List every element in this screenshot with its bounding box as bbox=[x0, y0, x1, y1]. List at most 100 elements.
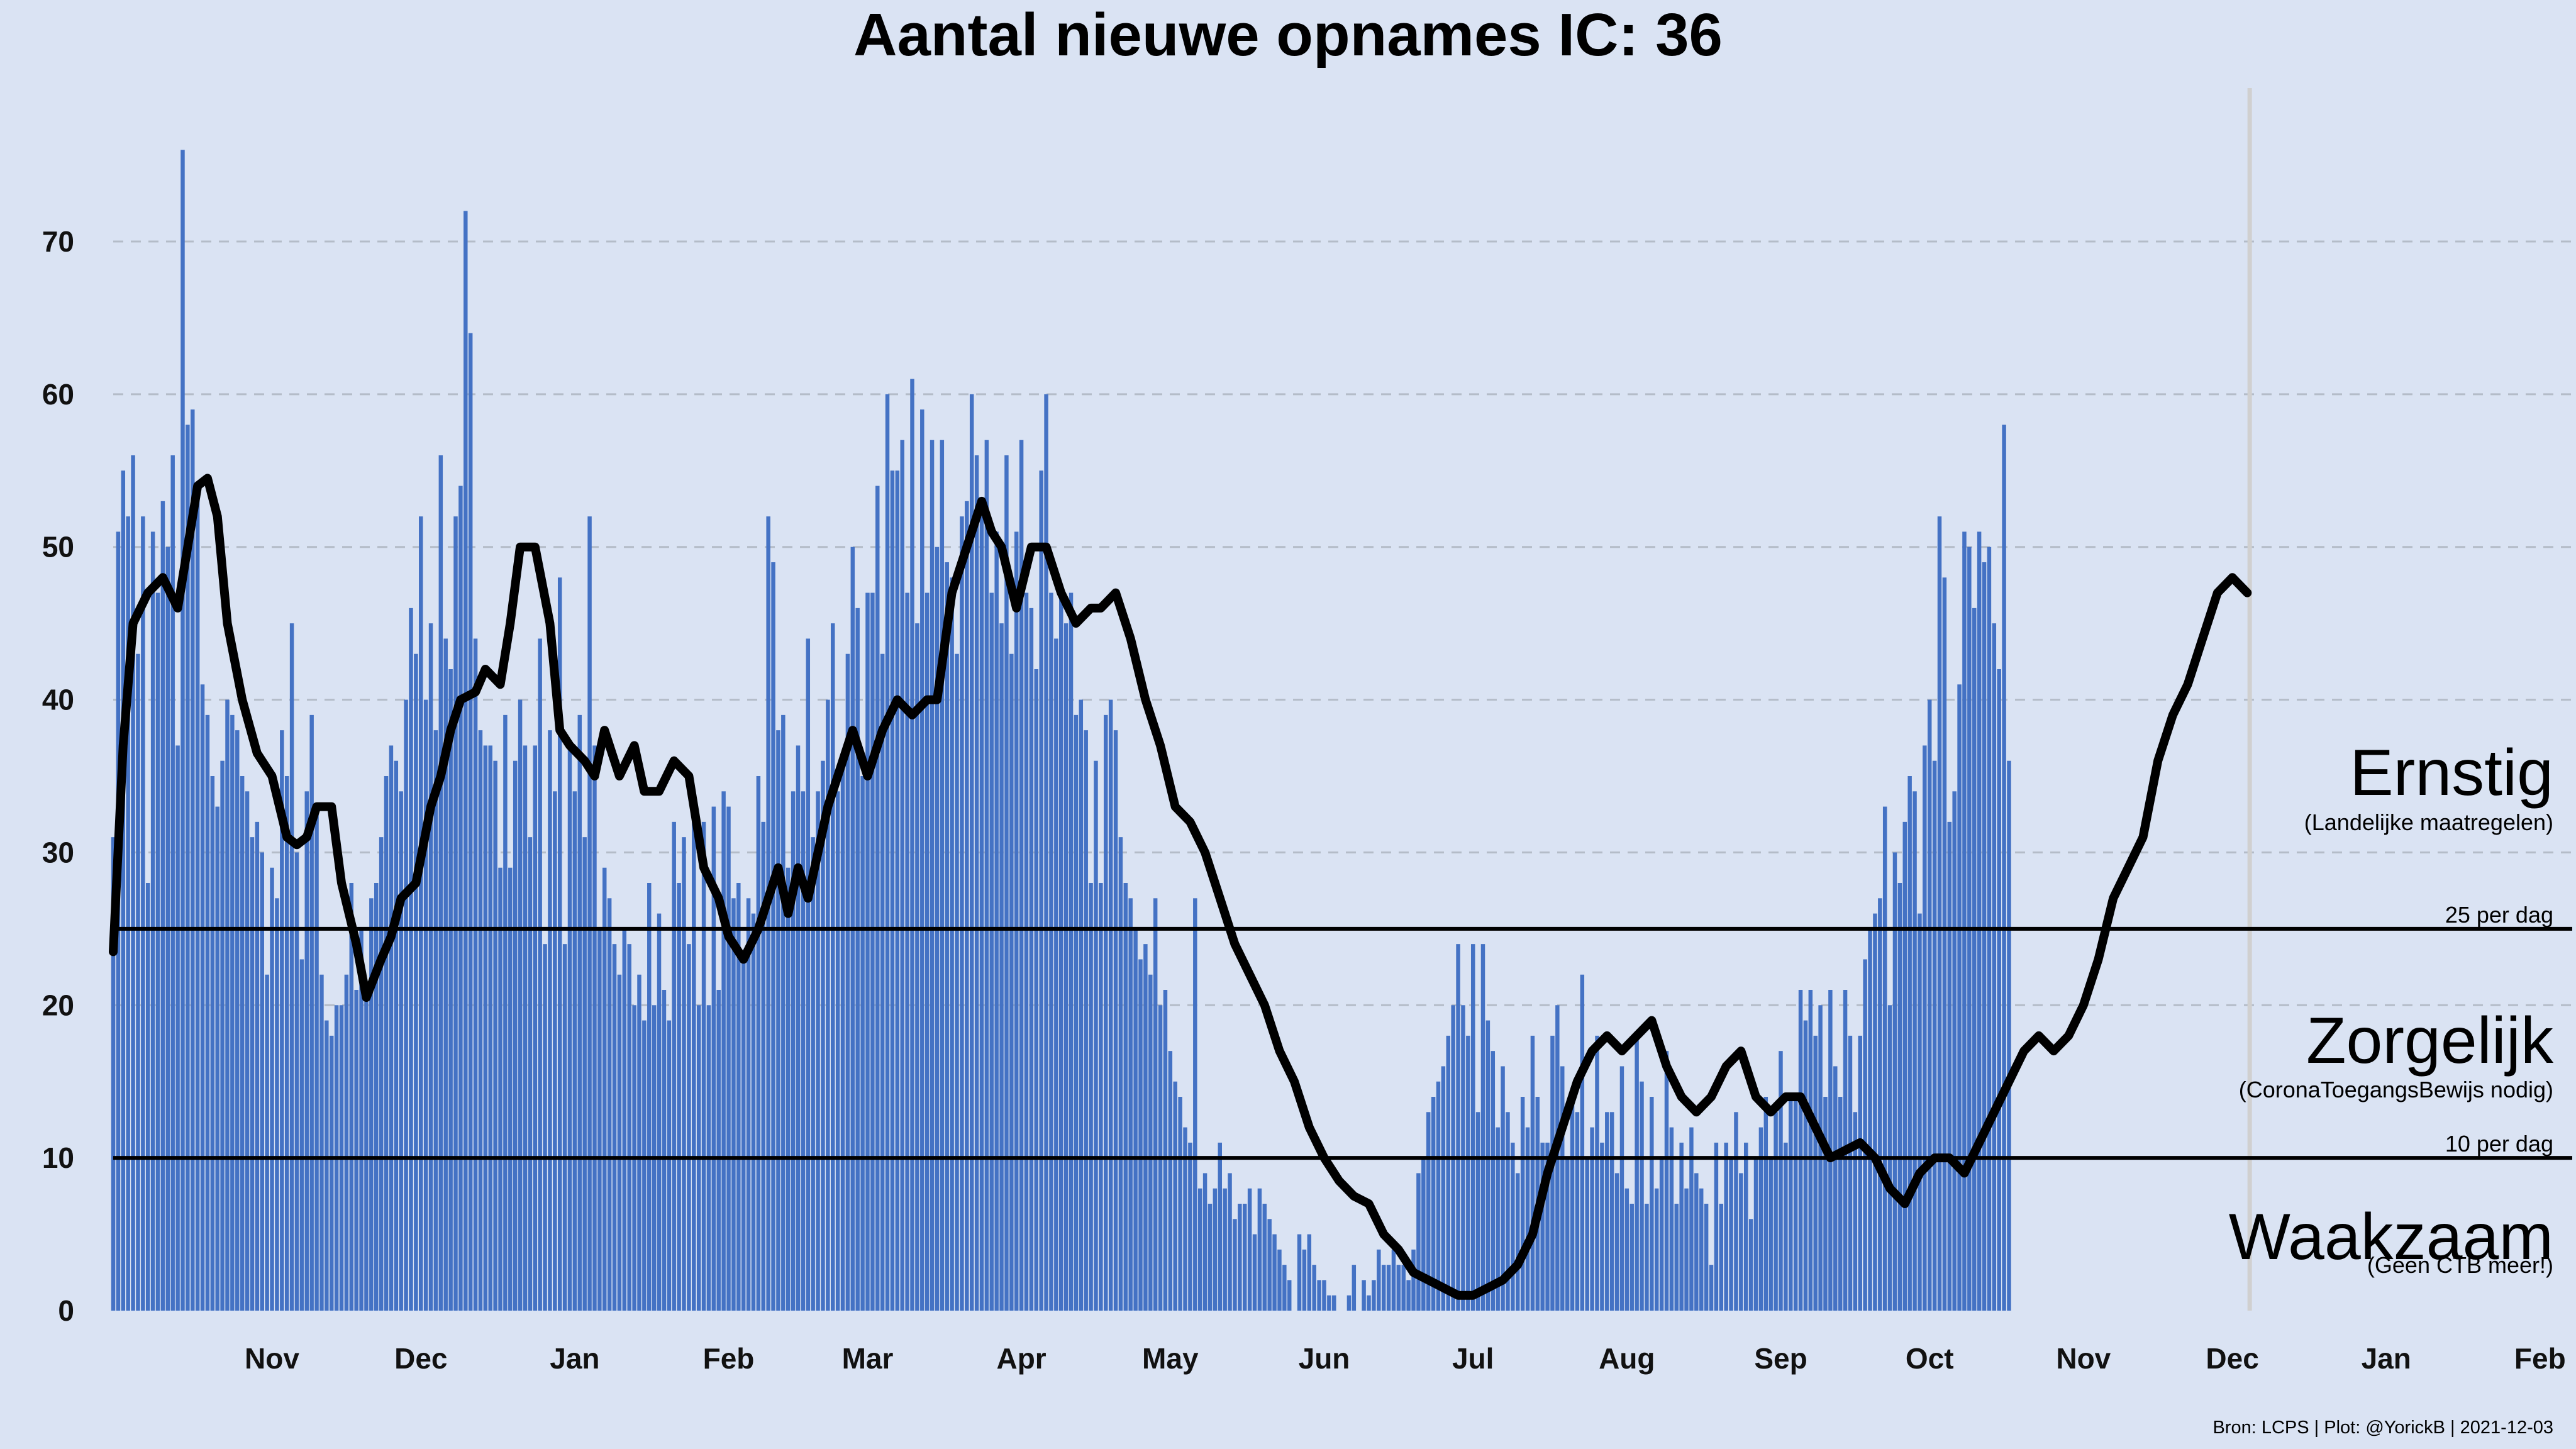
bar bbox=[821, 760, 825, 1311]
bar bbox=[1372, 1280, 1376, 1311]
bar bbox=[1972, 608, 1977, 1311]
bar bbox=[379, 837, 384, 1311]
bar bbox=[1530, 1035, 1535, 1311]
bar bbox=[751, 913, 756, 1311]
bar bbox=[1074, 714, 1079, 1311]
bar bbox=[428, 623, 433, 1311]
bar bbox=[409, 608, 413, 1311]
bar bbox=[711, 806, 716, 1311]
bar bbox=[612, 944, 617, 1311]
bar bbox=[538, 638, 542, 1311]
y-tick-label: 20 bbox=[42, 989, 74, 1021]
bar bbox=[155, 592, 160, 1311]
bar bbox=[1724, 1142, 1728, 1311]
bar bbox=[1516, 1173, 1520, 1311]
bar bbox=[1714, 1142, 1719, 1311]
threshold-label: 25 per dag bbox=[2445, 902, 2553, 928]
bar bbox=[1540, 1142, 1545, 1311]
bar bbox=[677, 883, 681, 1311]
bar bbox=[1456, 944, 1460, 1311]
x-tick-label: Jun bbox=[1299, 1342, 1350, 1375]
bar bbox=[1014, 531, 1019, 1311]
bar bbox=[1659, 1158, 1664, 1311]
bar bbox=[1416, 1173, 1421, 1311]
bar bbox=[419, 516, 423, 1311]
bar bbox=[1907, 776, 1912, 1311]
bar bbox=[1590, 1127, 1594, 1311]
x-tick-label: Apr bbox=[996, 1342, 1046, 1375]
bar bbox=[692, 806, 696, 1311]
bar bbox=[965, 501, 969, 1311]
bar bbox=[1352, 1265, 1357, 1311]
bar bbox=[1188, 1142, 1192, 1311]
zone-name: Ernstig bbox=[2350, 736, 2553, 809]
bar bbox=[1923, 745, 1927, 1311]
x-tick-label: Nov bbox=[2056, 1342, 2111, 1375]
bar bbox=[924, 592, 930, 1311]
bar bbox=[607, 898, 612, 1311]
bar bbox=[141, 516, 145, 1311]
bar bbox=[801, 791, 806, 1311]
bar bbox=[567, 745, 572, 1311]
bar bbox=[1758, 1127, 1763, 1311]
bar bbox=[294, 852, 299, 1311]
bar bbox=[1163, 990, 1168, 1311]
bar bbox=[781, 714, 786, 1311]
bar bbox=[875, 486, 880, 1311]
bar bbox=[1609, 1112, 1614, 1311]
bar bbox=[1367, 1295, 1371, 1311]
bar bbox=[1133, 928, 1138, 1311]
bar bbox=[1600, 1142, 1604, 1311]
bar bbox=[1932, 760, 1937, 1311]
bar bbox=[299, 959, 304, 1311]
bar bbox=[880, 653, 885, 1311]
x-tick-label: Aug bbox=[1599, 1342, 1655, 1375]
bar bbox=[553, 791, 557, 1311]
bar bbox=[1108, 699, 1113, 1311]
bar bbox=[1039, 470, 1043, 1311]
bar bbox=[245, 791, 250, 1311]
bar bbox=[736, 883, 741, 1311]
bar bbox=[260, 852, 264, 1311]
bar bbox=[325, 1020, 329, 1311]
bar bbox=[349, 883, 354, 1311]
bar bbox=[1143, 944, 1148, 1311]
bar bbox=[126, 516, 130, 1311]
bar bbox=[587, 516, 592, 1311]
bar bbox=[662, 990, 667, 1311]
rolling-average-line bbox=[109, 474, 2252, 1300]
bar bbox=[1069, 592, 1074, 1311]
bar bbox=[548, 730, 552, 1311]
bar bbox=[950, 577, 954, 1311]
bar bbox=[1689, 1127, 1694, 1311]
x-tick-label: May bbox=[1142, 1342, 1199, 1375]
x-tick-label: Sep bbox=[1754, 1342, 1807, 1375]
bar bbox=[1362, 1280, 1366, 1311]
bar bbox=[1719, 1204, 1724, 1311]
bar bbox=[399, 791, 403, 1311]
bar bbox=[344, 974, 349, 1311]
bar bbox=[1496, 1127, 1500, 1311]
bar bbox=[1868, 928, 1872, 1311]
bar bbox=[1183, 1127, 1187, 1311]
bar bbox=[205, 714, 210, 1311]
bar bbox=[498, 867, 502, 1311]
bar bbox=[1580, 974, 1585, 1311]
bar bbox=[2007, 760, 2011, 1311]
bar bbox=[557, 577, 562, 1311]
bar bbox=[1446, 1035, 1450, 1311]
bar bbox=[1560, 1066, 1565, 1311]
bar bbox=[905, 592, 909, 1311]
bar bbox=[816, 791, 820, 1311]
bar bbox=[994, 531, 999, 1311]
bar bbox=[270, 867, 274, 1311]
bar bbox=[1441, 1066, 1446, 1311]
bar bbox=[1470, 944, 1475, 1311]
bar bbox=[915, 623, 919, 1311]
bar bbox=[1019, 440, 1024, 1311]
bar bbox=[672, 821, 676, 1311]
bar bbox=[984, 440, 989, 1311]
bar bbox=[786, 867, 791, 1311]
bar bbox=[186, 425, 190, 1311]
bar bbox=[1525, 1127, 1530, 1311]
